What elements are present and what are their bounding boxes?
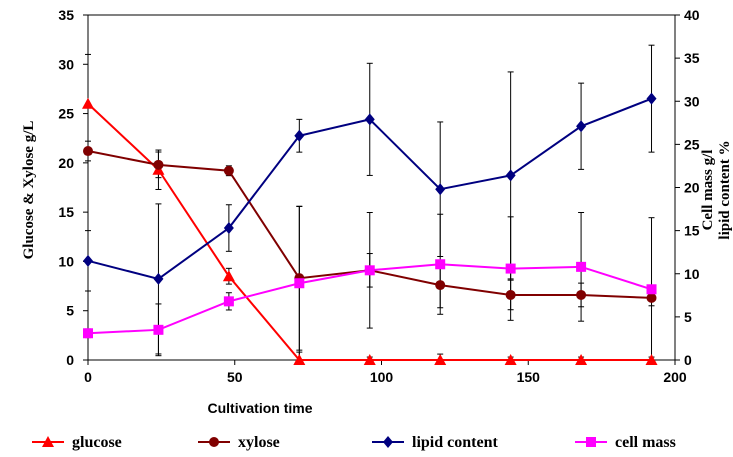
xylose-point (506, 290, 516, 300)
y-tick-label-left: 5 (66, 303, 74, 319)
lipid-content-point (153, 273, 163, 285)
y-tick-label-left: 30 (58, 56, 74, 72)
xylose-point (647, 293, 657, 303)
cell-mass-point (294, 278, 304, 288)
glucose-point (223, 270, 235, 281)
legend-label-cell-mass: cell mass (615, 434, 676, 451)
glucose-point (82, 98, 94, 109)
legend-label-glucose: glucose (72, 434, 122, 451)
y-axis-label-right-line1: Cell mass g/l (700, 150, 716, 231)
lipid-content-point (647, 93, 657, 105)
x-axis-label: Cultivation time (207, 400, 312, 416)
cell-mass-point (506, 264, 516, 274)
legend-label-lipid-content: lipid content (412, 434, 498, 451)
x-tick-label: 150 (517, 369, 541, 385)
cell-mass-point (647, 284, 657, 294)
y-tick-label-right: 0 (684, 352, 692, 368)
y-tick-label-right: 25 (684, 136, 700, 152)
y-tick-label-left: 25 (58, 106, 74, 122)
lipid-content-point (506, 169, 516, 181)
xylose-point (153, 160, 163, 170)
y-axis-label-right-line2: lipid content % (717, 140, 733, 239)
legend: glucose xylose lipid content cell mass (32, 434, 676, 451)
y-axis-label-left: Glucose & Xylose g/L (21, 121, 37, 260)
y-tick-label-left: 10 (58, 253, 74, 269)
xylose-point (576, 290, 586, 300)
y-tick-label-left: 15 (58, 204, 74, 220)
x-tick-label: 200 (663, 369, 687, 385)
y-tick-label-right: 5 (684, 309, 692, 325)
y-tick-label-right: 30 (684, 93, 700, 109)
cell-mass-point (224, 296, 234, 306)
lipid-content-point (83, 255, 93, 267)
legend-marker-lipid-content (383, 436, 393, 448)
y-tick-label-right: 40 (684, 7, 700, 23)
y-tick-label-right: 10 (684, 266, 700, 282)
y-tick-label-right: 20 (684, 180, 700, 196)
plot-area-border (88, 15, 675, 360)
cell-mass-point (153, 325, 163, 335)
x-tick-label: 50 (227, 369, 243, 385)
cell-mass-point (576, 262, 586, 272)
x-tick-label: 0 (84, 369, 92, 385)
y-tick-label-right: 15 (684, 223, 700, 239)
x-tick-label: 100 (370, 369, 394, 385)
y-tick-label-left: 20 (58, 155, 74, 171)
lipid-content-point (576, 120, 586, 132)
cell-mass-point (365, 265, 375, 275)
xylose-point (83, 146, 93, 156)
error-bars (85, 45, 655, 360)
y-tick-label-left: 0 (66, 352, 74, 368)
xylose-point (435, 280, 445, 290)
y-tick-label-right: 35 (684, 50, 700, 66)
cell-mass-point (83, 328, 93, 338)
legend-label-xylose: xylose (238, 434, 280, 451)
legend-marker-cell-mass (586, 437, 596, 447)
y-tick-label-left: 35 (58, 7, 74, 23)
xylose-point (224, 166, 234, 176)
cell-mass-point (435, 259, 445, 269)
legend-marker-xylose (209, 437, 219, 447)
